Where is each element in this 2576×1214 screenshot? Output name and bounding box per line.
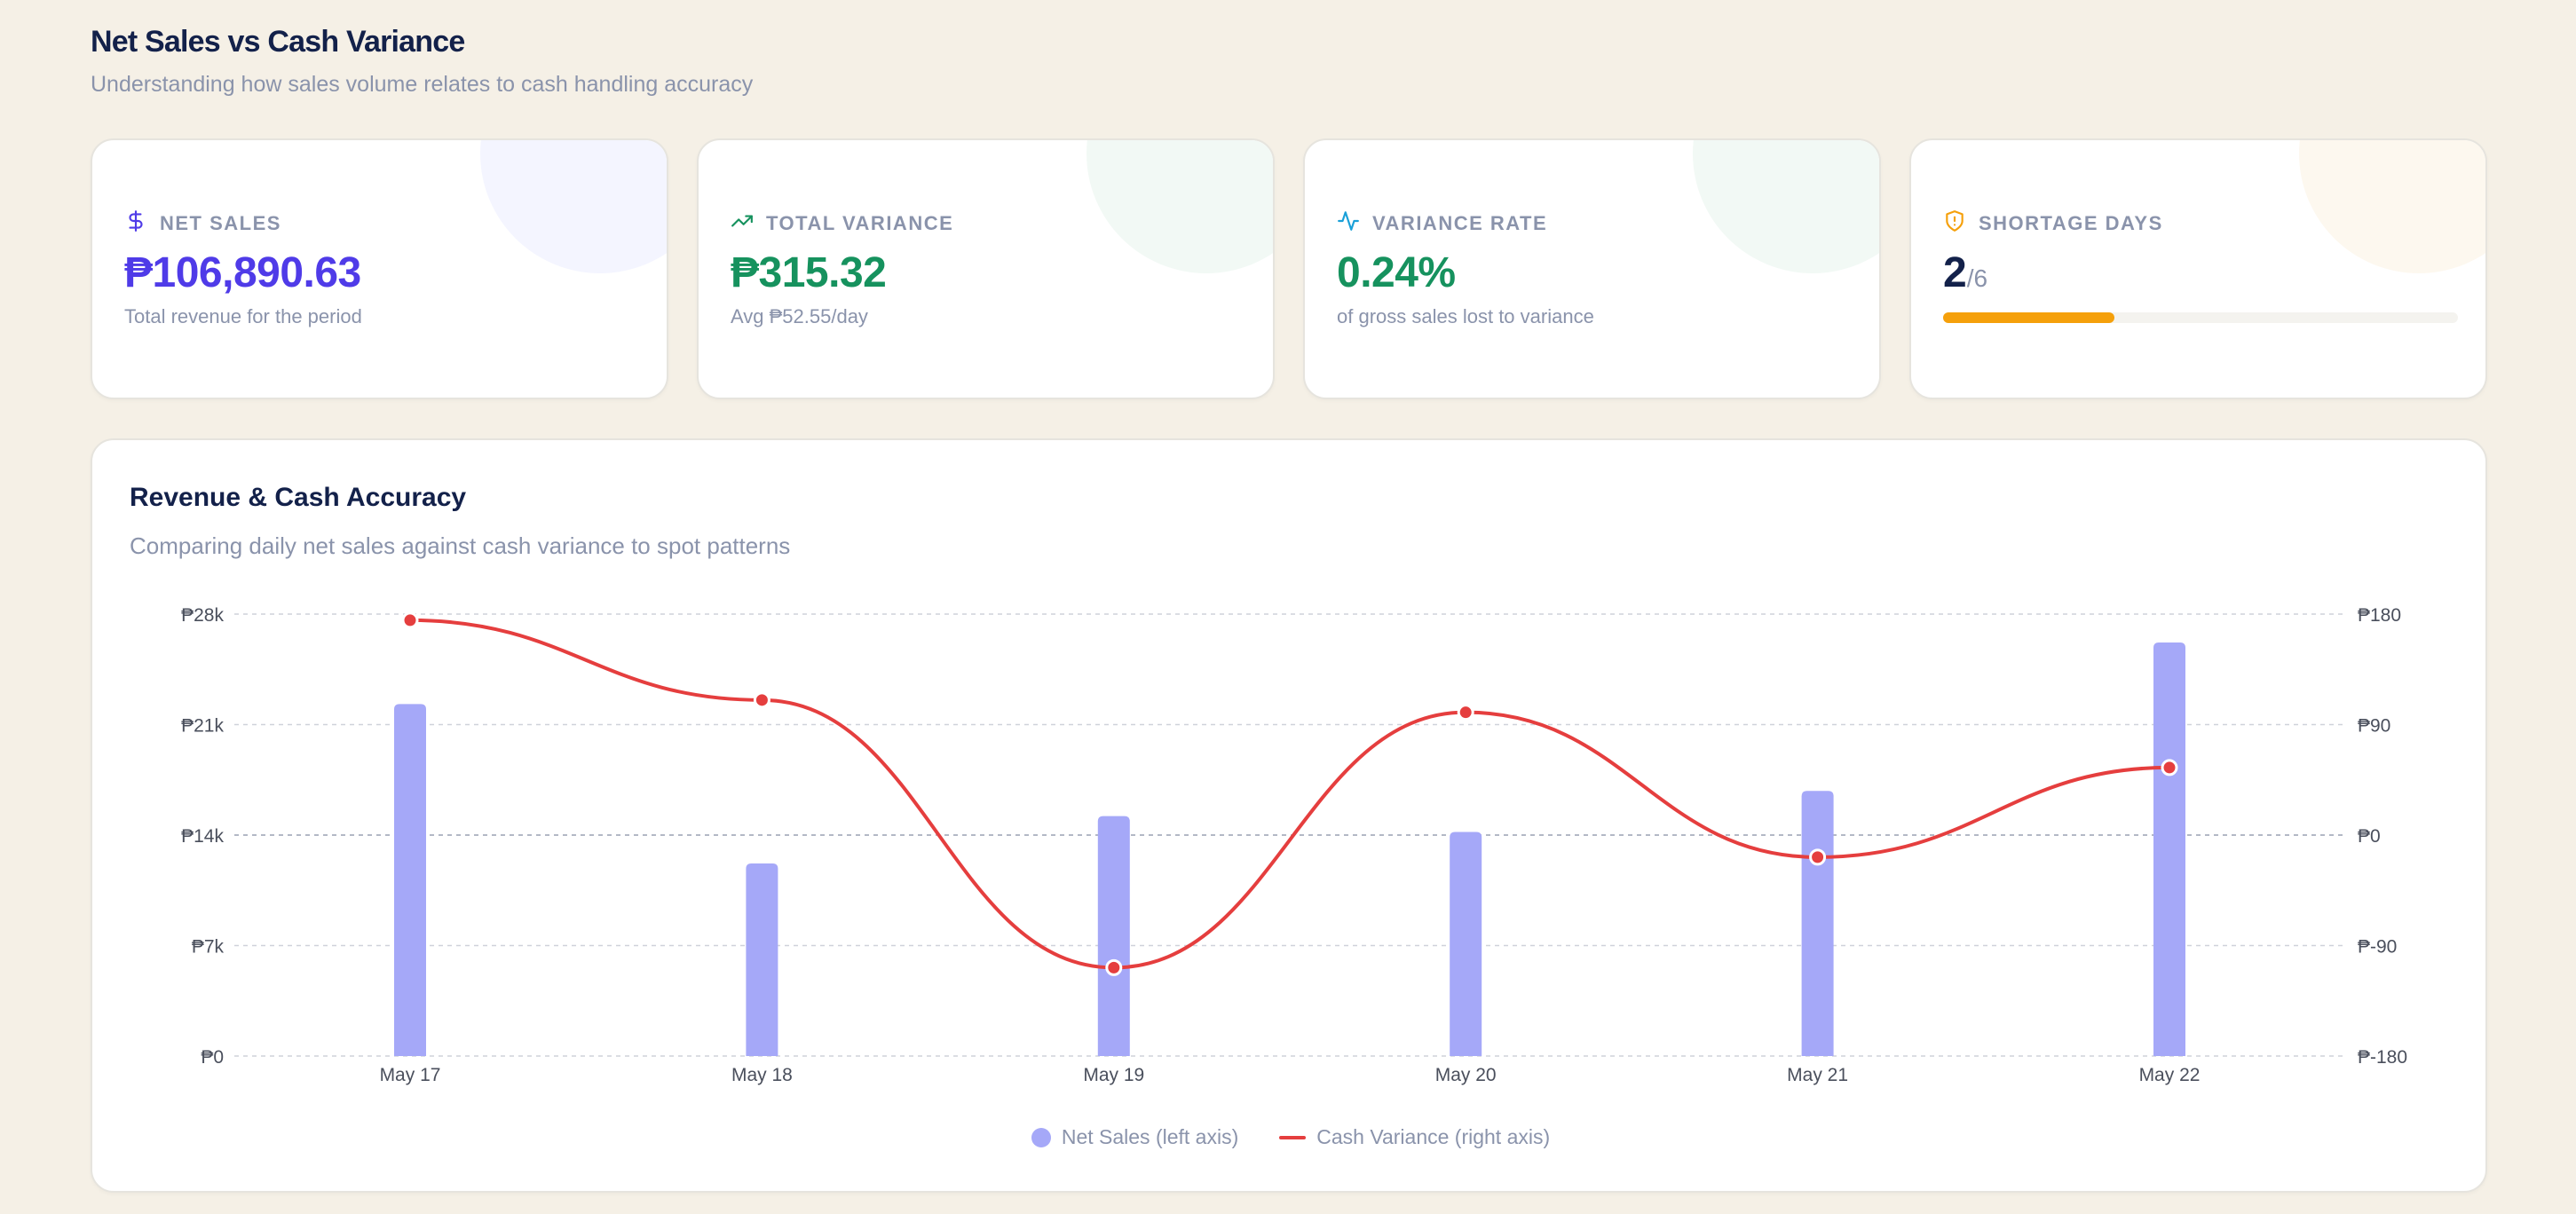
page-header: Net Sales vs Cash Variance Understanding… bbox=[91, 25, 753, 98]
cash-variance-point bbox=[401, 611, 419, 629]
card-decoration bbox=[1087, 140, 1273, 273]
right-axis-tick-label: ₱-90 bbox=[2358, 937, 2397, 958]
page-title: Net Sales vs Cash Variance bbox=[91, 25, 465, 59]
card-decoration bbox=[1693, 140, 1879, 273]
x-axis-tick-label: May 20 bbox=[1435, 1065, 1497, 1085]
page-subtitle: Understanding how sales volume relates t… bbox=[91, 72, 754, 97]
legend-swatch-net-sales bbox=[1031, 1127, 1051, 1147]
x-axis-tick-label: May 19 bbox=[1083, 1065, 1144, 1085]
shortage-days-value: 2/6 bbox=[1943, 248, 1987, 297]
net-sales-label: NET SALES bbox=[160, 211, 281, 234]
left-axis-tick-label: ₱0 bbox=[201, 1047, 224, 1068]
shortage-days-label: SHORTAGE DAYS bbox=[1979, 211, 2163, 234]
variance-rate-card: VARIANCE RATE 0.24% of gross sales lost … bbox=[1303, 138, 1881, 399]
chart-subtitle: Comparing daily net sales against cash v… bbox=[130, 532, 791, 559]
x-axis-tick-label: May 17 bbox=[380, 1065, 441, 1085]
legend-label-net-sales: Net Sales (left axis) bbox=[1061, 1125, 1239, 1148]
legend-swatch-cash-variance bbox=[1279, 1135, 1307, 1139]
left-axis-tick-label: ₱7k bbox=[192, 937, 225, 958]
cash-variance-point bbox=[753, 691, 770, 709]
chart-card: Revenue & Cash Accuracy Comparing daily … bbox=[91, 438, 2487, 1193]
cash-variance-point bbox=[2161, 759, 2178, 776]
shortage-days-count: 2 bbox=[1943, 249, 1967, 296]
cash-variance-point bbox=[1105, 958, 1123, 976]
chart-legend: Net Sales (left axis) Cash Variance (rig… bbox=[92, 1125, 2489, 1149]
revenue-variance-chart: ₱0 ₱7k ₱14k ₱21k ₱28k ₱-180 ₱-90 ₱0 ₱90 ₱180 May 1… bbox=[181, 605, 2407, 1085]
x-axis-tick-label: May 21 bbox=[1787, 1065, 1848, 1085]
trending-up-icon bbox=[731, 209, 754, 237]
chart-title: Revenue & Cash Accuracy bbox=[130, 483, 467, 512]
right-axis-tick-label: ₱180 bbox=[2358, 605, 2401, 626]
net-sales-bar bbox=[2153, 642, 2185, 1056]
card-decoration bbox=[480, 140, 667, 273]
net-sales-bar bbox=[1097, 816, 1130, 1056]
cash-variance-point bbox=[1457, 704, 1474, 721]
right-axis-tick-label: ₱-180 bbox=[2358, 1047, 2407, 1068]
x-axis-tick-label: May 22 bbox=[2139, 1065, 2201, 1085]
cash-variance-point bbox=[1809, 848, 1827, 866]
dollar-icon bbox=[124, 209, 147, 237]
net-sales-value: ₱106,890.63 bbox=[124, 249, 361, 296]
shortage-progress-fill bbox=[1943, 312, 2115, 323]
variance-rate-value: 0.24% bbox=[1337, 249, 1456, 296]
shortage-days-card: SHORTAGE DAYS 2/6 bbox=[1909, 138, 2487, 399]
x-axis-tick-label: May 18 bbox=[731, 1065, 793, 1085]
variance-rate-caption: of gross sales lost to variance bbox=[1337, 305, 1594, 327]
net-sales-bar bbox=[394, 704, 426, 1056]
activity-icon bbox=[1337, 209, 1360, 237]
total-variance-card: TOTAL VARIANCE ₱315.32 Avg ₱52.55/day bbox=[697, 138, 1275, 399]
right-axis-tick-label: ₱0 bbox=[2358, 826, 2381, 847]
kpi-cards: NET SALES ₱106,890.63 Total revenue for … bbox=[91, 138, 2487, 399]
shortage-days-total: /6 bbox=[1966, 264, 1988, 292]
legend-item-cash-variance[interactable]: Cash Variance (right axis) bbox=[1279, 1125, 1550, 1149]
left-axis-tick-label: ₱21k bbox=[181, 716, 224, 737]
shortage-progress-bar bbox=[1943, 312, 2458, 323]
cash-variance-line bbox=[409, 618, 2170, 970]
legend-label-cash-variance: Cash Variance (right axis) bbox=[1316, 1125, 1551, 1148]
variance-rate-label: VARIANCE RATE bbox=[1372, 211, 1548, 234]
left-axis-tick-label: ₱14k bbox=[181, 826, 224, 847]
total-variance-value: ₱315.32 bbox=[731, 249, 887, 296]
net-sales-bar bbox=[746, 863, 778, 1056]
shield-alert-icon bbox=[1943, 209, 1966, 237]
net-sales-caption: Total revenue for the period bbox=[124, 305, 362, 327]
card-decoration bbox=[2299, 140, 2485, 273]
net-sales-card: NET SALES ₱106,890.63 Total revenue for … bbox=[91, 138, 668, 399]
net-sales-bar bbox=[1801, 791, 1834, 1056]
net-sales-bar bbox=[1450, 832, 1482, 1056]
legend-item-net-sales[interactable]: Net Sales (left axis) bbox=[1031, 1125, 1238, 1149]
total-variance-label: TOTAL VARIANCE bbox=[766, 211, 954, 234]
total-variance-caption: Avg ₱52.55/day bbox=[731, 305, 868, 327]
left-axis-tick-label: ₱28k bbox=[181, 605, 224, 626]
right-axis-tick-label: ₱90 bbox=[2358, 716, 2390, 737]
